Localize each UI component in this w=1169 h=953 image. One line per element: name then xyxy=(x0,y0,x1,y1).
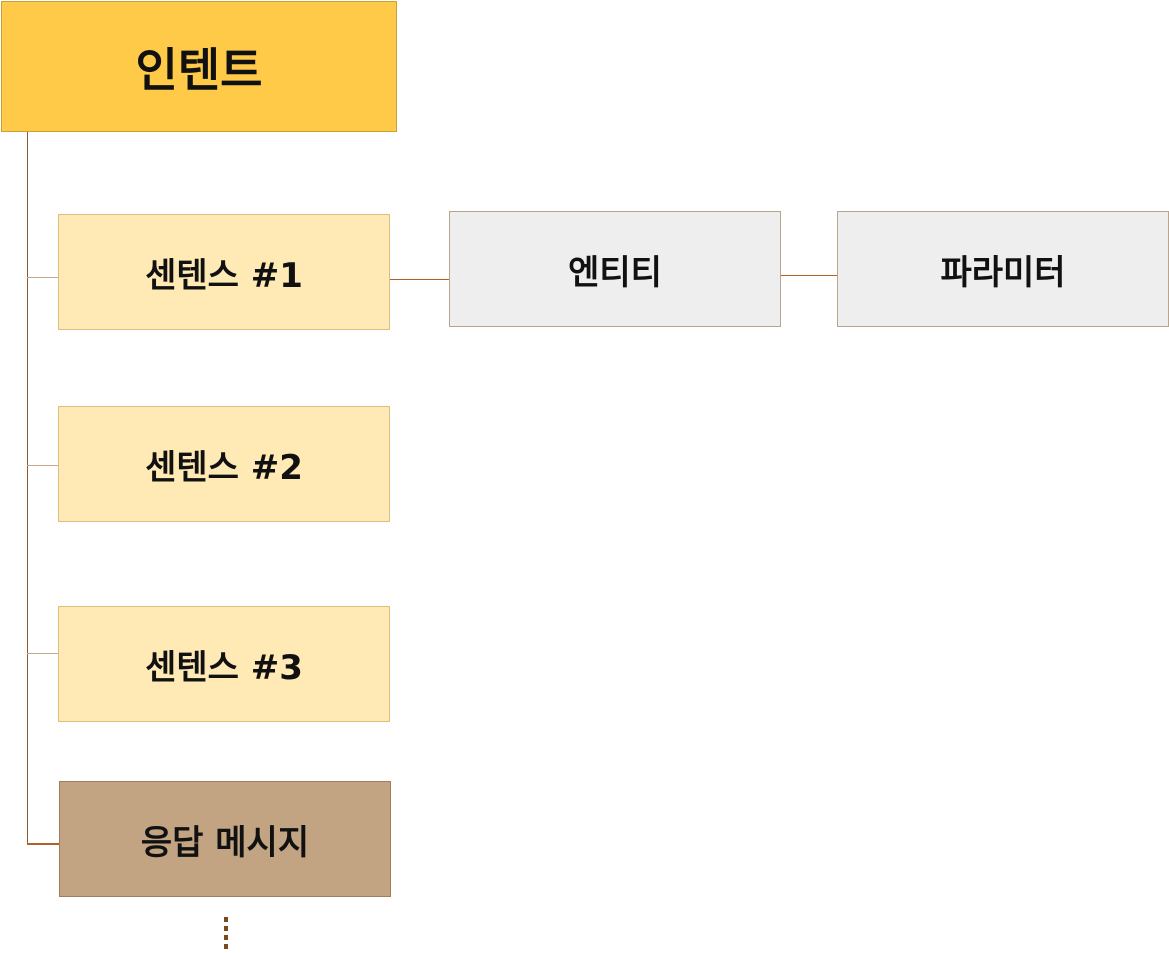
intent-node: 인텐트 xyxy=(1,1,397,132)
sentence-node-1: 센텐스 #1 xyxy=(58,214,390,330)
connector-sentence-entity xyxy=(390,279,449,280)
sentence-label-1: 센텐스 #1 xyxy=(145,255,303,296)
intent-label: 인텐트 xyxy=(135,42,263,97)
entity-label: 엔티티 xyxy=(568,252,662,293)
sentence-node-2: 센텐스 #2 xyxy=(58,406,390,522)
response-message-node: 응답 메시지 xyxy=(59,781,391,897)
parameter-node: 파라미터 xyxy=(837,211,1169,327)
response-message-label: 응답 메시지 xyxy=(140,822,310,863)
sentence-node-3: 센텐스 #3 xyxy=(58,606,390,722)
branch-connector-sentence-1 xyxy=(27,277,58,278)
connector-entity-parameter xyxy=(781,275,837,276)
sentence-label-2: 센텐스 #2 xyxy=(145,447,303,488)
vertical-ellipsis-icon xyxy=(224,917,228,949)
branch-connector-response xyxy=(27,843,59,845)
entity-node: 엔티티 xyxy=(449,211,781,327)
branch-connector-sentence-3 xyxy=(27,653,58,654)
sentence-label-3: 센텐스 #3 xyxy=(145,647,303,688)
trunk-connector xyxy=(27,132,28,844)
branch-connector-sentence-2 xyxy=(27,465,58,466)
parameter-label: 파라미터 xyxy=(940,252,1066,293)
